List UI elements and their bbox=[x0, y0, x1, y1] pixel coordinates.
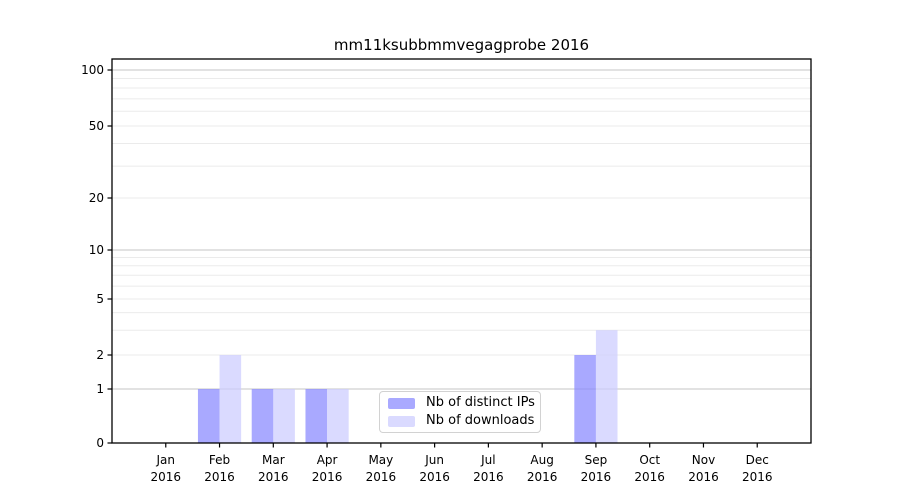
legend: Nb of distinct IPs Nb of downloads bbox=[379, 391, 541, 433]
bar-downloads bbox=[327, 389, 349, 443]
x-tick-label-year: 2016 bbox=[419, 470, 450, 484]
bar-distinct-ips bbox=[574, 355, 596, 443]
y-tick-label: 10 bbox=[89, 243, 104, 257]
bar-distinct-ips bbox=[305, 389, 328, 443]
y-tick-label: 50 bbox=[89, 119, 104, 133]
x-tick-label-month: Nov bbox=[692, 453, 715, 467]
x-tick-label-month: Jun bbox=[424, 453, 444, 467]
bar-downloads bbox=[595, 330, 618, 443]
x-tick-label-year: 2016 bbox=[581, 470, 612, 484]
x-tick-label-year: 2016 bbox=[150, 470, 181, 484]
legend-item-downloads: Nb of downloads bbox=[388, 413, 535, 428]
bar-downloads bbox=[273, 389, 295, 443]
x-tick-label-month: Jan bbox=[156, 453, 176, 467]
x-tick-label-month: Jul bbox=[480, 453, 495, 467]
x-tick-label-year: 2016 bbox=[366, 470, 397, 484]
y-tick-label: 100 bbox=[81, 63, 104, 77]
y-tick-label: 5 bbox=[96, 292, 104, 306]
x-tick-label-month: Mar bbox=[262, 453, 285, 467]
x-tick-label-year: 2016 bbox=[527, 470, 558, 484]
y-tick-label: 2 bbox=[96, 348, 104, 362]
legend-swatch-distinct-ips bbox=[388, 397, 415, 409]
x-tick-label-month: Sep bbox=[585, 453, 608, 467]
x-tick-label-year: 2016 bbox=[634, 470, 665, 484]
x-tick-label-year: 2016 bbox=[742, 470, 773, 484]
chart-title: mm11ksubbmmvegagprobe 2016 bbox=[333, 36, 590, 54]
x-tick-label-year: 2016 bbox=[204, 470, 235, 484]
x-tick-label-year: 2016 bbox=[258, 470, 289, 484]
y-tick-label: 0 bbox=[96, 436, 104, 450]
legend-swatch-downloads bbox=[388, 415, 415, 427]
legend-label-distinct-ips: Nb of distinct IPs bbox=[426, 395, 535, 410]
x-tick-label-month: Aug bbox=[530, 453, 553, 467]
legend-item-distinct-ips: Nb of distinct IPs bbox=[388, 395, 535, 410]
bar-downloads bbox=[219, 355, 242, 443]
legend-label-downloads: Nb of downloads bbox=[426, 413, 535, 428]
x-tick-label-month: Oct bbox=[639, 453, 660, 467]
y-tick-label: 1 bbox=[96, 382, 104, 396]
x-tick-label-month: Apr bbox=[317, 453, 338, 467]
bar-distinct-ips bbox=[251, 389, 274, 443]
bar-distinct-ips bbox=[197, 389, 220, 443]
x-tick-label-year: 2016 bbox=[688, 470, 719, 484]
x-tick-label-month: May bbox=[368, 453, 393, 467]
y-tick-label: 20 bbox=[89, 191, 104, 205]
x-tick-label-month: Dec bbox=[746, 453, 769, 467]
x-tick-label-year: 2016 bbox=[473, 470, 504, 484]
axis-frame bbox=[111, 58, 812, 444]
x-tick-label-year: 2016 bbox=[312, 470, 343, 484]
x-tick-label-month: Feb bbox=[209, 453, 230, 467]
